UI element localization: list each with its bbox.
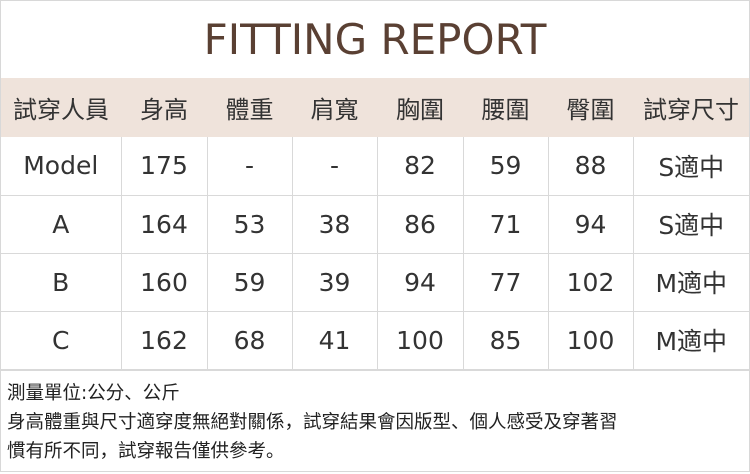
note-line: 慣有所不同，試穿報告僅供參考。: [7, 440, 285, 462]
table-cell: 68: [206, 311, 293, 370]
table-cell: M適中: [632, 311, 749, 370]
fitting-table: 試穿人員 身高 體重 肩寬 胸圍 腰圍 臀圍 試穿尺寸 Model 175- -82 59 88 S適中…: [1, 78, 749, 370]
report-title: FITTING REPORT: [203, 15, 547, 64]
table-cell: 53: [206, 195, 293, 254]
table-cell: B: [1, 253, 122, 312]
table-cell: A: [1, 195, 122, 254]
table-cell: 39: [291, 253, 378, 312]
column-header: 肩寬: [292, 78, 377, 137]
table-cell: 162: [120, 311, 208, 370]
table-cell: 160: [120, 253, 208, 312]
table-row: Model 175- -82 59 88 S適中: [1, 137, 749, 196]
table-cell: 71: [462, 195, 549, 254]
table-cell: 88: [547, 137, 634, 196]
column-header: 試穿人員: [1, 78, 121, 137]
table-cell: 82: [376, 137, 464, 196]
table-cell: 100: [547, 311, 634, 370]
table-cell: 102: [547, 253, 634, 312]
table-cell: 59: [206, 253, 293, 312]
table-cell: 77: [462, 253, 549, 312]
column-header: 試穿尺寸: [633, 78, 749, 137]
header-row: 試穿人員 身高 體重 肩寬 胸圍 腰圍 臀圍 試穿尺寸: [1, 78, 749, 137]
notes: 測量單位:公分、公斤 身高體重與尺寸適穿度無絕對關係，試穿結果會因版型、個人感受…: [1, 369, 749, 474]
note-line: 測量單位:公分、公斤: [7, 382, 180, 404]
table-cell: -: [206, 137, 293, 196]
table-cell: 164: [120, 195, 208, 254]
table-cell: 59: [462, 137, 549, 196]
table-cell: 175: [120, 137, 208, 196]
column-header: 腰圍: [463, 78, 548, 137]
table-cell: S適中: [632, 195, 749, 254]
column-header: 胸圍: [377, 78, 463, 137]
column-header: 身高: [121, 78, 207, 137]
table-cell: M適中: [632, 253, 749, 312]
table-cell: S適中: [632, 137, 749, 196]
column-header: 體重: [207, 78, 292, 137]
column-header: 臀圍: [548, 78, 633, 137]
table-cell: 94: [547, 195, 634, 254]
table-cell: -: [291, 137, 378, 196]
table-cell: 85: [462, 311, 549, 370]
table-cell: Model: [1, 137, 122, 196]
table-row: B 160 59 39 94 77 102 M適中: [1, 253, 749, 312]
table-row: C 162 68 41 100 85 100 M適中: [1, 311, 749, 370]
table-row: A 164 53 38 86 71 94 S適中: [1, 195, 749, 254]
table-cell: 86: [376, 195, 464, 254]
note-line: 身高體重與尺寸適穿度無絕對關係，試穿結果會因版型、個人感受及穿著習: [7, 411, 618, 433]
table-cell: 94: [376, 253, 464, 312]
table-cell: 38: [291, 195, 378, 254]
table-cell: 100: [376, 311, 464, 370]
table-cell: C: [1, 311, 122, 370]
table-cell: 41: [291, 311, 378, 370]
